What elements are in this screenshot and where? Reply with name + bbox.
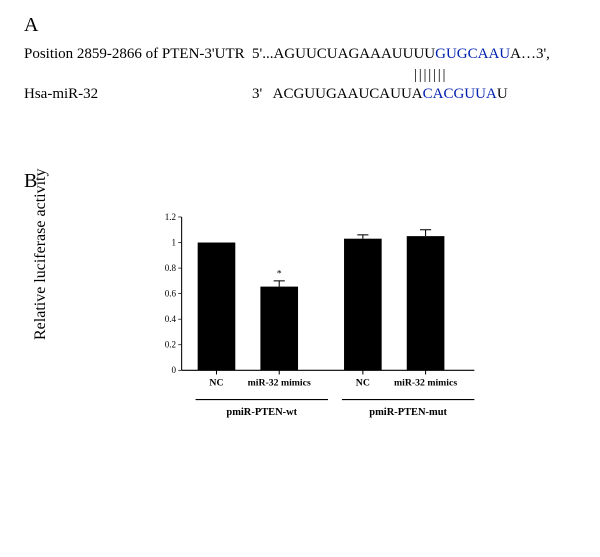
seq-row-mirna: Hsa-miR-32 3' ACGUUGAAUCAUUACACGUUAU: [24, 86, 584, 108]
svg-text:*: *: [277, 269, 282, 280]
seq-utr-seed: GUGCAAU: [435, 46, 510, 62]
luciferase-chart: Relative luciferase activity 00.20.40.60…: [60, 200, 570, 540]
seq-utr-suffix: A…3',: [510, 46, 550, 62]
svg-text:0.6: 0.6: [165, 288, 177, 298]
svg-text:0.2: 0.2: [165, 340, 177, 350]
svg-text:0: 0: [172, 365, 177, 375]
svg-text:miR-32 mimics: miR-32 mimics: [248, 378, 311, 389]
seq-row-pairing: | | | | | | |: [24, 68, 584, 86]
seq-mirna-seed: CACGUUA: [423, 86, 497, 102]
panel-a-label: A: [24, 14, 38, 37]
seq-label-utr: Position 2859-2866 of PTEN-3'UTR: [24, 46, 252, 63]
svg-text:1.2: 1.2: [165, 212, 177, 222]
svg-text:NC: NC: [209, 378, 223, 389]
seq-mirna-prefix: 3' ACGUUGAAUCAUUA: [252, 86, 423, 102]
seq-row-utr: Position 2859-2866 of PTEN-3'UTR 5'...AG…: [24, 46, 584, 68]
svg-text:NC: NC: [356, 378, 370, 389]
svg-text:miR-32 mimics: miR-32 mimics: [394, 378, 457, 389]
seq-utr-prefix: 5'...AGUUCUAGAAAUUUU: [252, 46, 435, 62]
seq-mirna-suffix: U: [497, 86, 508, 102]
svg-text:1: 1: [172, 237, 177, 247]
pairing-bars: | | | | | | |: [252, 68, 445, 82]
svg-text:pmiR-PTEN-mut: pmiR-PTEN-mut: [369, 407, 447, 418]
svg-text:0.4: 0.4: [165, 314, 177, 324]
chart-svg: 0 0.2 0.4 0.6 0.8 1 1.2 NC * miR-32 mimics NC miR-3…: [118, 210, 538, 440]
seq-mirna: 3' ACGUUGAAUCAUUACACGUUAU: [252, 86, 508, 103]
seq-utr: 5'...AGUUCUAGAAAUUUUGUGCAAUA…3',: [252, 46, 550, 63]
y-axis-label: Relative luciferase activity: [32, 169, 50, 340]
svg-text:pmiR-PTEN-wt: pmiR-PTEN-wt: [226, 407, 297, 418]
sequence-alignment: Position 2859-2866 of PTEN-3'UTR 5'...AG…: [24, 46, 584, 108]
svg-text:0.8: 0.8: [165, 263, 177, 273]
seq-label-mirna: Hsa-miR-32: [24, 86, 252, 103]
